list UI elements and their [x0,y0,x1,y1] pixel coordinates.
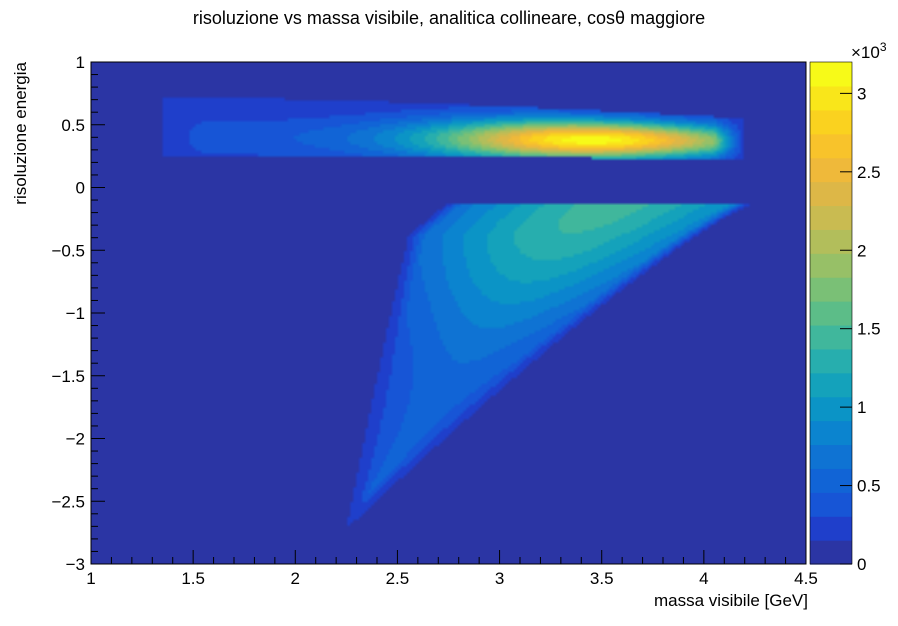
colorbar-layer: 0 0.5 1 1.5 2 2.5 3 [809,61,881,574]
colorbar-tick-label: 3 [857,84,866,103]
colorbar-exponent: ×103 [851,40,887,62]
x-tick-label: 4 [699,569,708,588]
colorbar-tick-label: 1.5 [857,320,881,339]
colorbar-segment [810,62,852,87]
chart-title: risoluzione vs massa visibile, analitica… [192,8,706,28]
x-tick-label: 1.5 [181,569,205,588]
x-tick-label: 2 [291,569,300,588]
y-tick-label: 1 [76,53,85,72]
colorbar-segment [810,109,852,135]
colorbar-segment [810,372,852,398]
y-tick-label: 0 [76,179,85,198]
colorbar-tick-label: 2 [857,241,866,260]
x-tick-label: 2.5 [386,569,410,588]
colorbar-segment [810,181,852,207]
colorbar-segment [810,420,852,446]
colorbar-segment [810,205,852,230]
colorbar-tick-label: 0 [857,555,866,574]
colorbar-segment [810,85,852,111]
colorbar-tick-label: 2.5 [857,163,881,182]
colorbar-border [809,61,853,565]
colorbar-segment [810,468,852,493]
x-tick-label: 3.5 [590,569,614,588]
colorbar-segment [810,301,852,326]
colorbar-tick-label: 1 [857,398,866,417]
y-tick-label: −0.5 [51,241,85,260]
y-tick-label: −1.5 [51,367,85,386]
colorbar-segment [810,277,852,302]
colorbar-segment [810,492,852,517]
colorbar-segment [810,253,852,278]
x-tick-label: 1 [86,569,95,588]
y-tick-label: 0.5 [61,116,85,135]
y-tick-label: −2.5 [51,492,85,511]
y-tick-label: −1 [66,304,85,323]
plot-frame-layer [90,61,807,565]
x-tick-label: 3 [495,569,504,588]
x-axis-label: massa visibile [GeV] [654,591,808,610]
axis-layer: 1 1.5 2 2.5 3 3.5 4 4.5 1 0.5 0 −0.5 −1 −1.5 −2 −2.5 −3 [51,53,817,588]
colorbar-segment [810,133,852,159]
heatmap-cells [91,62,806,564]
colorbar-segment [810,516,852,541]
colorbar-tick-label: 0.5 [857,477,881,496]
x-tick-label: 4.5 [794,569,818,588]
colorbar-segment [810,396,852,422]
y-tick-label: −3 [66,555,85,574]
colorbar-segment [810,157,852,183]
colorbar-segment [810,444,852,469]
colorbar-segment [810,540,852,565]
y-tick-label: −2 [66,430,85,449]
y-axis-label: risoluzione energia [11,61,30,204]
colorbar-segment [810,348,852,374]
